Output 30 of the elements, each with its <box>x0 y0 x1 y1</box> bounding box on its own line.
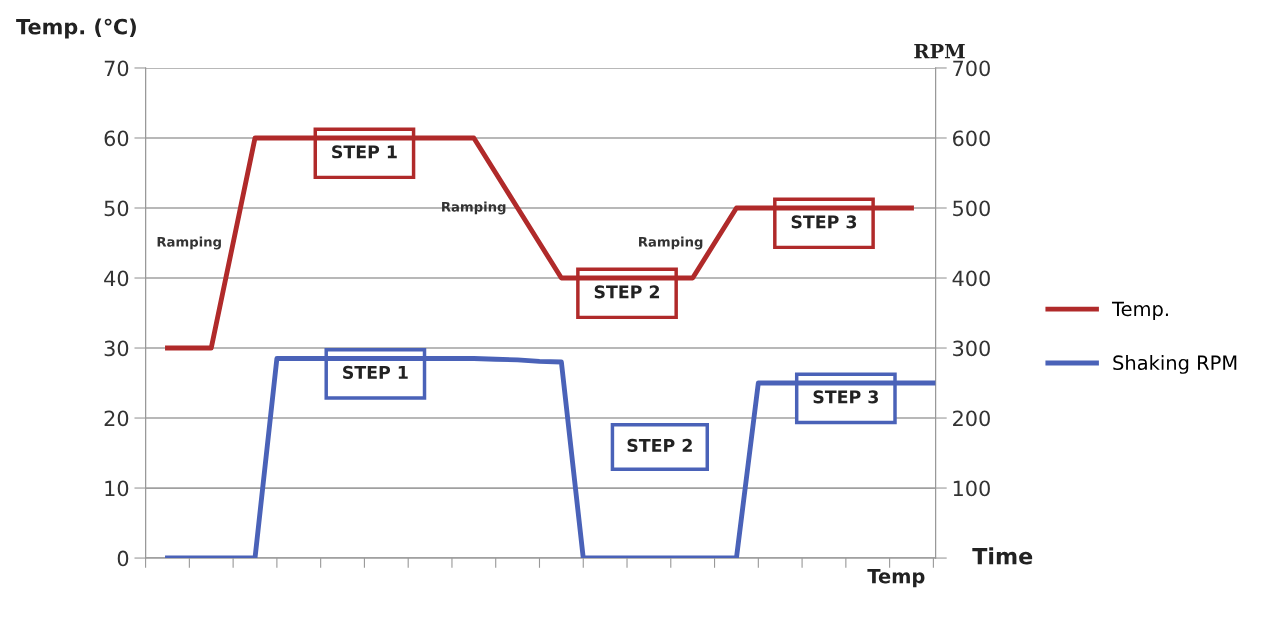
annotation: STEP 3 <box>813 390 878 404</box>
legend-label: Shaking RPM <box>1113 355 1237 374</box>
y-tick-label: 60 <box>104 130 129 147</box>
y-tick-label: 40 <box>104 270 129 287</box>
y2-tick-label: 400 <box>952 270 990 287</box>
y-tick-label: 30 <box>104 340 129 357</box>
y-tick-label: 50 <box>104 200 129 217</box>
y-tick-label: 0 <box>117 550 129 567</box>
annotation: Ramping <box>639 236 703 250</box>
y2-tick-label: 100 <box>953 480 990 497</box>
y-tick-label: 20 <box>104 410 129 427</box>
annotation: STEP 1 <box>343 365 408 379</box>
y-tick-label: 10 <box>105 480 129 497</box>
y-tick-label: 70 <box>104 60 129 77</box>
y2-axis-title: RPM <box>914 44 965 59</box>
annotation: STEP 3 <box>791 215 857 229</box>
annotation: STEP 2 <box>594 285 660 299</box>
y2-tick-label: 700 <box>953 60 990 77</box>
annotation: Ramping <box>442 201 506 215</box>
y2-tick-label: 500 <box>953 200 990 217</box>
y-axis-title: Temp. (℃) <box>16 18 136 39</box>
annotation: STEP 2 <box>627 438 692 452</box>
y2-tick-label: 600 <box>953 130 990 147</box>
annotation: STEP 1 <box>332 145 397 159</box>
text: Temp <box>867 569 925 588</box>
legend-label: Temp. <box>1111 301 1168 321</box>
y2-tick-label: 200 <box>953 410 990 427</box>
y2-tick-label: 300 <box>953 340 990 357</box>
annotation: Ramping <box>157 236 221 250</box>
x-axis-title: Time <box>972 547 1033 565</box>
